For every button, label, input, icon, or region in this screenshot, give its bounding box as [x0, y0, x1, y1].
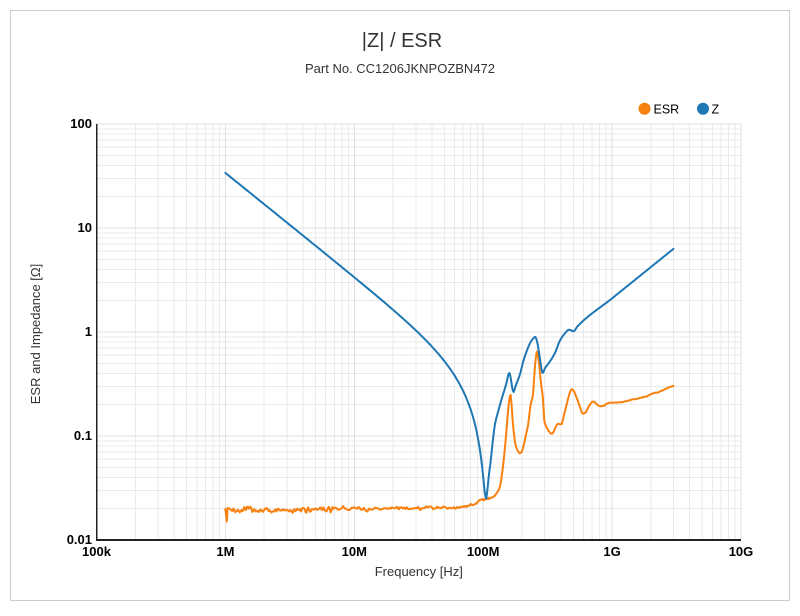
svg-text:ESR: ESR — [654, 103, 680, 117]
svg-text:1G: 1G — [603, 544, 620, 559]
svg-text:ESR and Impedance [Ω]: ESR and Impedance [Ω] — [28, 264, 43, 405]
svg-text:10G: 10G — [729, 544, 754, 559]
svg-text:1M: 1M — [216, 544, 234, 559]
svg-text:0.01: 0.01 — [67, 532, 92, 547]
svg-text:10M: 10M — [342, 544, 367, 559]
svg-text:100: 100 — [70, 116, 92, 131]
svg-text:100k: 100k — [82, 544, 112, 559]
svg-text:Frequency [Hz]: Frequency [Hz] — [375, 564, 463, 579]
svg-text:0.1: 0.1 — [74, 428, 92, 443]
svg-text:1: 1 — [85, 324, 92, 339]
svg-text:|Z| / ESR: |Z| / ESR — [362, 30, 442, 52]
svg-text:Part No. CC1206JKNPOZBN472: Part No. CC1206JKNPOZBN472 — [305, 61, 495, 76]
svg-text:Z: Z — [712, 103, 720, 117]
svg-text:100M: 100M — [467, 544, 500, 559]
svg-text:10: 10 — [78, 220, 92, 235]
